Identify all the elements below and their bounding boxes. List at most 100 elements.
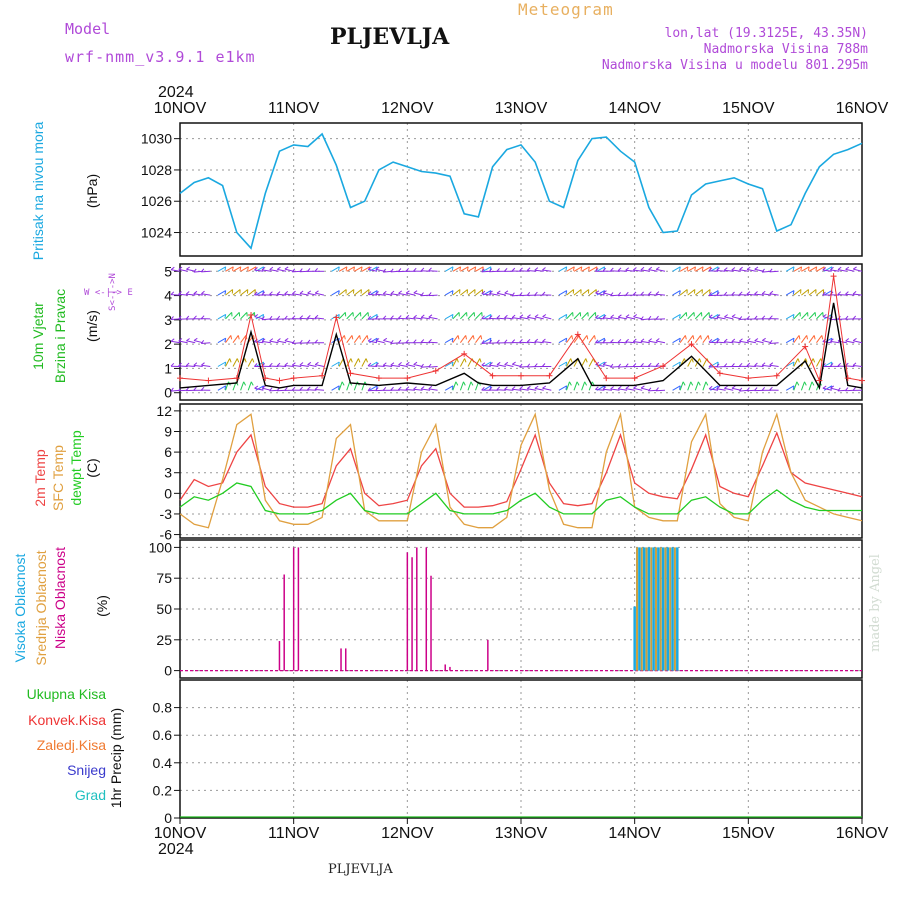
wind-barb — [566, 312, 574, 320]
wind-barb — [368, 340, 378, 344]
wind-barb — [648, 362, 652, 367]
wind-barb — [754, 268, 764, 272]
wind-barb — [397, 386, 402, 391]
wind-barb — [746, 338, 751, 342]
wind-barb — [428, 294, 438, 297]
wind-barb — [716, 316, 726, 320]
wind-barb — [512, 363, 522, 367]
wind-barb — [754, 340, 764, 344]
wind-barb — [460, 289, 468, 296]
wind-barb — [526, 314, 531, 318]
bottom-date-label: 15NOV — [722, 825, 775, 842]
wind-barb — [823, 361, 833, 367]
wind-barb — [534, 385, 539, 389]
wind-barb — [679, 266, 689, 272]
wind-barb — [504, 267, 508, 272]
wind-barb — [588, 266, 598, 272]
wind-barb — [573, 312, 581, 320]
wind-barb — [852, 365, 863, 367]
wind-barb — [217, 337, 226, 344]
wind-barb — [366, 335, 369, 340]
wind-barb — [845, 338, 850, 342]
wind-barb — [261, 316, 265, 321]
wind-barb — [566, 358, 572, 367]
wind-barb — [823, 290, 833, 296]
wind-barb — [390, 364, 400, 367]
cloud-ytick-label: 75 — [156, 570, 172, 586]
wind-label-2: Brzina i Pravac — [52, 288, 68, 384]
precip-label-graupel: Grad — [74, 787, 106, 803]
wind-barb — [375, 291, 379, 295]
wind-barb — [527, 316, 537, 320]
wind-barb — [464, 358, 467, 363]
wind-barb — [648, 291, 652, 295]
top-date-label: 10NOV — [154, 100, 207, 117]
wind-barb — [648, 294, 658, 296]
wind-barb — [254, 341, 264, 344]
wind-barb — [852, 291, 857, 295]
wind-barb — [170, 387, 174, 392]
wind-barb — [382, 315, 387, 320]
wind-compass-ew: W <-|-> E — [84, 288, 133, 298]
wind-barb — [428, 292, 432, 296]
wind-barb — [413, 267, 417, 272]
wind-barb — [346, 266, 355, 272]
precip-label-snow: Snijeg — [67, 762, 106, 778]
wind-barb — [247, 381, 252, 391]
wind-barb — [261, 385, 266, 389]
wind-barb — [186, 365, 196, 367]
wind-barb — [451, 385, 454, 390]
wind-barb — [475, 289, 483, 296]
wind-barb — [481, 386, 485, 391]
wind-barb — [708, 385, 713, 390]
wind-barb — [361, 266, 370, 272]
wind-barb — [526, 291, 531, 296]
wind-barb — [489, 317, 499, 320]
bottom-date-label: 11NOV — [268, 825, 320, 842]
wind-barb — [382, 386, 387, 391]
wind-barb — [625, 338, 629, 343]
wind-barb — [428, 270, 438, 272]
bottom-date-label: 12NOV — [381, 825, 434, 842]
wind-barb — [314, 267, 318, 272]
wind-barb — [542, 341, 552, 344]
wind-barb — [358, 358, 361, 363]
wind-barb — [558, 361, 567, 367]
wind-barb — [444, 337, 454, 344]
cloud-ytick-label: 50 — [156, 601, 172, 617]
wind-barb — [581, 381, 586, 391]
wind-barb — [504, 292, 514, 296]
wind-barb — [420, 363, 424, 368]
wind-barb — [346, 335, 353, 343]
wind-barb — [610, 267, 614, 272]
wind-barb — [459, 266, 462, 271]
wind-barb — [792, 314, 795, 319]
wind-barb — [171, 269, 181, 272]
wind-ytick-label: 1 — [164, 360, 172, 376]
wind-barb — [852, 387, 856, 391]
wind-barb — [170, 294, 181, 296]
wind-barb — [420, 292, 424, 297]
wind-barb — [375, 315, 379, 320]
bottom-year-label: 2024 — [158, 841, 194, 858]
wind-barb — [804, 381, 807, 386]
wind-barb — [527, 270, 537, 272]
wind-ytick-label: 0 — [164, 385, 172, 401]
wind-barb — [353, 335, 361, 343]
wind-barb — [610, 388, 620, 391]
wind-barb — [731, 387, 741, 391]
wind-barb — [444, 266, 454, 272]
wind-barb — [822, 385, 827, 389]
wind-barb — [459, 381, 464, 391]
wind-barb — [534, 341, 544, 344]
precip-ytick-label: 0.2 — [153, 782, 173, 798]
wind-barb — [488, 315, 493, 319]
wind-barb — [830, 338, 834, 342]
wind-barb — [460, 312, 467, 320]
wind-barb — [602, 361, 607, 365]
wind-barb — [565, 266, 568, 271]
top-date-label: 15NOV — [722, 100, 775, 117]
wind-barb — [640, 387, 650, 391]
wind-barb — [845, 293, 855, 296]
wind-barb — [170, 266, 175, 271]
